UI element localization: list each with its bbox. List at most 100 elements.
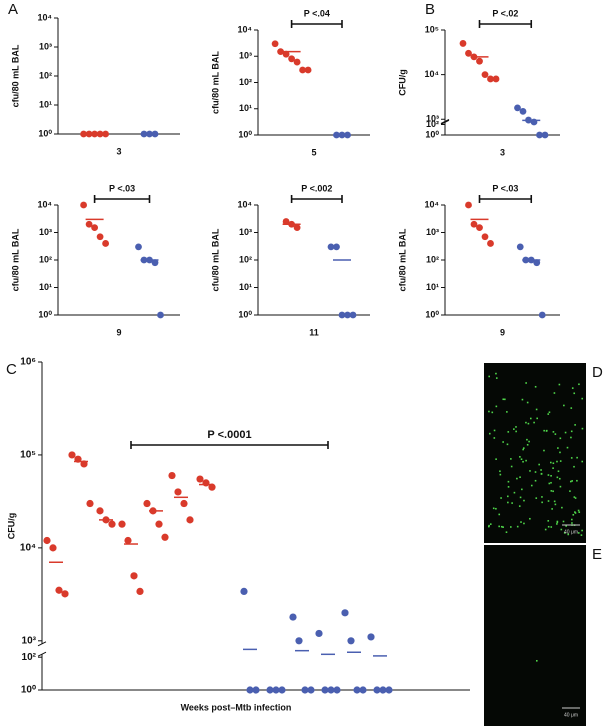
data-point (333, 686, 341, 694)
fluorescent-spot (570, 436, 572, 439)
y-tick-label: 10⁴ (38, 199, 52, 209)
fluorescent-spot (557, 470, 560, 473)
significance-bracket (478, 20, 533, 28)
fluorescent-spot (573, 392, 576, 395)
fluorescent-spot (560, 528, 563, 531)
fluorescent-spot (538, 463, 540, 466)
data-point (91, 224, 98, 232)
data-point (353, 686, 361, 694)
fluorescent-spot (498, 513, 501, 516)
fluorescent-spot (566, 446, 569, 449)
data-point (367, 633, 375, 641)
data-point (277, 48, 284, 56)
fluorescent-spot (502, 441, 504, 443)
fluorescent-spot (495, 377, 498, 379)
fluorescent-spot (559, 460, 562, 462)
data-point (151, 259, 159, 267)
fluorescent-spot (556, 523, 558, 525)
data-point (321, 686, 329, 694)
fluorescent-spot (520, 458, 523, 461)
x-tick-label: 9 (500, 327, 505, 337)
fluorescent-spot (522, 460, 524, 463)
data-point (293, 224, 301, 232)
fluorescent-spot (526, 438, 528, 441)
data-point (487, 240, 494, 247)
significance-bracket (478, 195, 533, 203)
fluorescent-spot (570, 407, 573, 409)
fluorescent-spot (551, 508, 553, 510)
data-point (541, 131, 549, 139)
data-point (492, 75, 500, 83)
data-point (476, 224, 483, 232)
data-point (481, 71, 489, 79)
fluorescent-spot (571, 522, 573, 524)
data-point (519, 107, 527, 115)
y-axis-title: cfu/80 mL BAL (210, 51, 220, 114)
data-point (130, 572, 138, 580)
panel-letter: D (592, 364, 603, 381)
fluorescent-spot (534, 471, 537, 473)
fluorescent-spot (550, 526, 553, 528)
fluorescent-spot (499, 473, 502, 476)
data-point (202, 479, 210, 487)
x-tick-label: 5 (311, 147, 316, 157)
fluorescent-spot (516, 477, 518, 480)
fluorescent-spot (528, 440, 530, 443)
fluorescent-spot (561, 506, 563, 509)
p-value: P <.03 (109, 183, 135, 193)
fluorescent-spot (506, 443, 509, 446)
y-axis-title: cfu/80 mL BAL (10, 228, 20, 291)
fluorescent-spot (563, 532, 566, 534)
fluorescent-spot (502, 526, 504, 528)
fluorescent-spot (580, 534, 583, 536)
fluorescent-spot (559, 437, 562, 440)
y-tick-label: 10⁴ (425, 199, 439, 209)
data-point (349, 311, 357, 319)
y-tick-label: 10³ (39, 41, 52, 51)
fluorescent-spot (556, 521, 559, 524)
micrograph (484, 545, 586, 726)
fluorescent-spot (550, 481, 552, 484)
data-point (288, 55, 295, 63)
fluorescent-spot (541, 501, 543, 504)
fluorescent-spot (495, 458, 497, 460)
fluorescent-spot (511, 502, 513, 504)
significance-bracket (130, 441, 329, 449)
fluorescent-spot (495, 507, 497, 510)
y-tick-label: 10⁰ (38, 309, 52, 319)
data-point (293, 58, 301, 66)
data-point (136, 587, 144, 596)
y-tick-label: 10⁰ (425, 129, 439, 139)
fluorescent-spot (516, 525, 519, 528)
fluorescent-spot (522, 447, 525, 449)
y-tick-label: 10² (22, 652, 37, 663)
fluorescent-spot (559, 485, 562, 488)
data-point (299, 66, 306, 74)
data-point (252, 686, 260, 694)
data-point (143, 499, 151, 508)
fluorescent-spot (510, 458, 512, 460)
fluorescent-spot (550, 490, 553, 492)
data-point (61, 590, 69, 598)
p-value: P <.002 (301, 183, 332, 193)
fluorescent-spot (581, 427, 584, 430)
fluorescent-spot (574, 512, 577, 514)
fluorescent-spot (552, 467, 554, 469)
fluorescent-spot (578, 511, 581, 514)
fluorescent-spot (556, 476, 559, 479)
fluorescent-spot (505, 531, 508, 533)
data-point (80, 201, 87, 209)
fluorescent-spot (534, 479, 537, 482)
y-tick-label: 10⁴ (38, 12, 52, 22)
data-point (487, 75, 494, 83)
data-point (174, 488, 182, 496)
fluorescent-spot (569, 480, 572, 483)
fluorescent-spot (525, 382, 527, 384)
data-point (124, 536, 132, 545)
micrograph (484, 363, 586, 543)
fluorescent-spot (573, 496, 576, 498)
fluorescent-spot (523, 499, 525, 502)
data-point (476, 57, 483, 65)
fluorescent-spot (489, 523, 492, 525)
data-point (240, 587, 248, 596)
